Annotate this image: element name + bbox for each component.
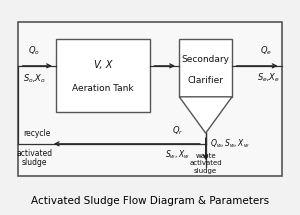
Text: Activated Sludge Flow Diagram & Parameters: Activated Sludge Flow Diagram & Paramete… [31,197,269,206]
Text: $Q_o$: $Q_o$ [28,45,40,57]
Text: $Q_r$: $Q_r$ [172,125,184,137]
Text: Aeration Tank: Aeration Tank [72,84,134,93]
Text: sludge: sludge [22,158,47,167]
Text: waste
activated
sludge: waste activated sludge [189,153,222,174]
Bar [18,22,282,176]
Text: Clarifier: Clarifier [188,76,224,85]
Text: $Q_e$: $Q_e$ [260,45,272,57]
Bar [179,39,232,97]
Text: $Q_w,S_w,X_w$: $Q_w,S_w,X_w$ [210,138,250,150]
Text: V, X: V, X [94,60,112,70]
Text: recycle: recycle [23,129,51,138]
Text: activated: activated [16,149,52,158]
Text: $S_w,X_w$: $S_w,X_w$ [165,148,190,161]
Text: Secondary: Secondary [182,55,230,64]
Polygon shape [179,97,232,133]
Bar [56,39,150,112]
Text: $S_o$,$X_o$: $S_o$,$X_o$ [22,72,45,85]
Text: $S_e$,$X_e$: $S_e$,$X_e$ [257,71,280,84]
